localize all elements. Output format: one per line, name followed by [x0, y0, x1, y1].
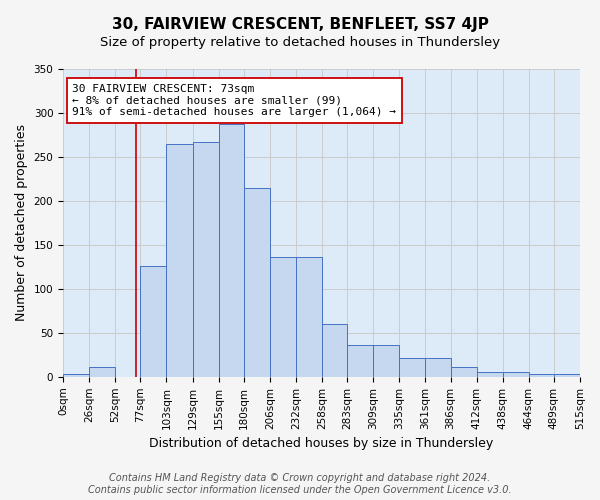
Bar — [476, 372, 503, 377]
Bar — [89, 367, 115, 377]
Bar — [451, 367, 476, 377]
Bar — [166, 144, 193, 377]
Bar — [347, 345, 373, 377]
Bar — [140, 266, 166, 377]
Text: 30, FAIRVIEW CRESCENT, BENFLEET, SS7 4JP: 30, FAIRVIEW CRESCENT, BENFLEET, SS7 4JP — [112, 18, 488, 32]
Bar — [244, 188, 270, 377]
Text: Size of property relative to detached houses in Thundersley: Size of property relative to detached ho… — [100, 36, 500, 49]
Text: Contains HM Land Registry data © Crown copyright and database right 2024.
Contai: Contains HM Land Registry data © Crown c… — [88, 474, 512, 495]
Bar — [400, 358, 425, 377]
Bar — [218, 124, 244, 377]
Bar — [193, 142, 218, 377]
Bar — [554, 374, 580, 377]
Y-axis label: Number of detached properties: Number of detached properties — [15, 124, 28, 322]
Bar — [529, 374, 554, 377]
Bar — [425, 358, 451, 377]
Text: 30 FAIRVIEW CRESCENT: 73sqm
← 8% of detached houses are smaller (99)
91% of semi: 30 FAIRVIEW CRESCENT: 73sqm ← 8% of deta… — [72, 84, 396, 117]
X-axis label: Distribution of detached houses by size in Thundersley: Distribution of detached houses by size … — [149, 437, 494, 450]
Bar — [270, 257, 296, 377]
Bar — [373, 345, 400, 377]
Bar — [296, 257, 322, 377]
Bar — [503, 372, 529, 377]
Bar — [63, 374, 89, 377]
Bar — [322, 324, 347, 377]
